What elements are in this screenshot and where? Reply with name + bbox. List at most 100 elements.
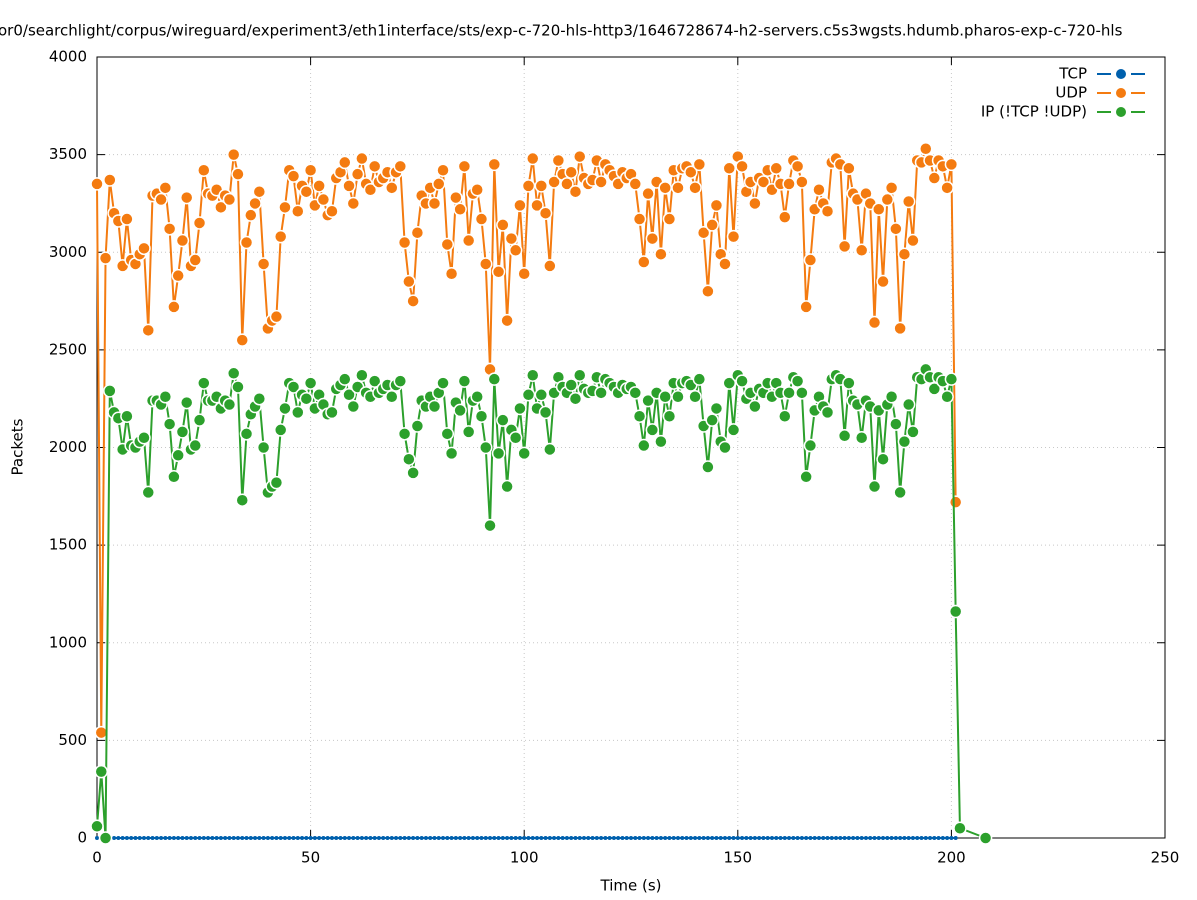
data-point xyxy=(158,389,173,404)
data-point xyxy=(223,836,228,840)
data-point xyxy=(440,427,455,441)
data-point xyxy=(564,378,578,392)
data-point xyxy=(415,836,420,840)
data-point xyxy=(586,836,591,840)
data-point xyxy=(521,388,536,402)
data-point xyxy=(842,836,847,840)
data-point xyxy=(256,257,271,271)
data-point xyxy=(312,836,317,840)
data-point xyxy=(551,153,566,168)
data-point xyxy=(837,239,852,254)
data-point xyxy=(535,836,540,840)
data-point xyxy=(462,836,467,840)
data-point xyxy=(303,163,318,177)
data-point xyxy=(787,836,792,840)
legend-marker xyxy=(1115,106,1127,118)
data-point xyxy=(560,836,565,840)
data-point xyxy=(192,413,207,427)
data-point xyxy=(338,836,343,840)
data-point xyxy=(253,836,258,840)
data-point xyxy=(684,836,689,840)
data-point xyxy=(179,190,194,205)
data-point xyxy=(444,266,459,281)
data-point xyxy=(410,225,425,240)
data-point xyxy=(765,836,770,840)
data-point xyxy=(525,368,540,383)
data-point xyxy=(458,836,463,840)
data-point xyxy=(782,836,787,840)
data-point xyxy=(406,836,411,840)
data-point xyxy=(347,836,352,840)
data-point xyxy=(654,247,668,261)
data-point xyxy=(154,836,159,840)
data-point xyxy=(116,836,121,840)
data-point xyxy=(231,380,245,394)
data-point xyxy=(269,309,284,324)
data-point xyxy=(342,836,347,840)
data-point xyxy=(726,423,741,437)
data-point xyxy=(838,836,843,840)
data-point xyxy=(394,836,399,840)
data-point xyxy=(726,229,741,244)
data-point xyxy=(393,374,408,388)
data-point xyxy=(270,836,275,840)
data-point xyxy=(538,206,553,220)
data-point xyxy=(479,836,484,840)
data-point xyxy=(402,274,416,289)
data-point xyxy=(906,836,911,840)
data-point xyxy=(560,177,574,191)
data-point xyxy=(282,836,287,840)
data-point xyxy=(427,196,442,211)
data-point xyxy=(658,181,672,195)
data-point xyxy=(658,389,672,404)
data-point xyxy=(141,485,156,500)
data-point xyxy=(855,836,860,840)
data-point xyxy=(517,266,531,281)
data-point xyxy=(611,836,616,840)
data-point xyxy=(90,177,104,191)
data-point xyxy=(453,202,467,217)
data-point xyxy=(487,372,502,386)
data-point xyxy=(376,836,381,840)
data-point xyxy=(667,836,672,840)
data-point xyxy=(402,836,407,840)
data-point xyxy=(680,836,685,840)
data-point xyxy=(222,192,237,207)
data-point xyxy=(714,836,719,840)
y-axis-label: Packets xyxy=(9,418,27,475)
data-point xyxy=(654,434,668,449)
data-point xyxy=(363,183,378,197)
data-point xyxy=(505,836,510,840)
data-point xyxy=(641,836,646,840)
data-point xyxy=(710,836,715,840)
data-point xyxy=(402,452,416,466)
data-point xyxy=(137,430,151,445)
data-point xyxy=(124,836,129,840)
data-point xyxy=(457,159,472,174)
data-point xyxy=(410,419,425,433)
data-point xyxy=(269,475,284,490)
data-point xyxy=(218,836,223,840)
data-point xyxy=(470,836,475,840)
data-point xyxy=(790,159,805,174)
data-point xyxy=(893,485,907,500)
y-tick-label: 1500 xyxy=(49,536,87,554)
data-point xyxy=(129,836,134,840)
data-point xyxy=(141,836,146,840)
data-point xyxy=(303,376,318,390)
data-point xyxy=(842,376,856,390)
data-point xyxy=(944,157,959,172)
data-point xyxy=(603,836,608,840)
data-point xyxy=(256,440,271,455)
data-point xyxy=(261,836,266,840)
data-point xyxy=(744,836,749,840)
data-point xyxy=(278,836,283,840)
data-point xyxy=(201,836,206,840)
data-point xyxy=(727,836,732,840)
data-point xyxy=(897,247,912,261)
data-point xyxy=(876,274,890,289)
data-point xyxy=(547,175,561,189)
data-point xyxy=(291,405,305,420)
data-point xyxy=(325,204,339,218)
